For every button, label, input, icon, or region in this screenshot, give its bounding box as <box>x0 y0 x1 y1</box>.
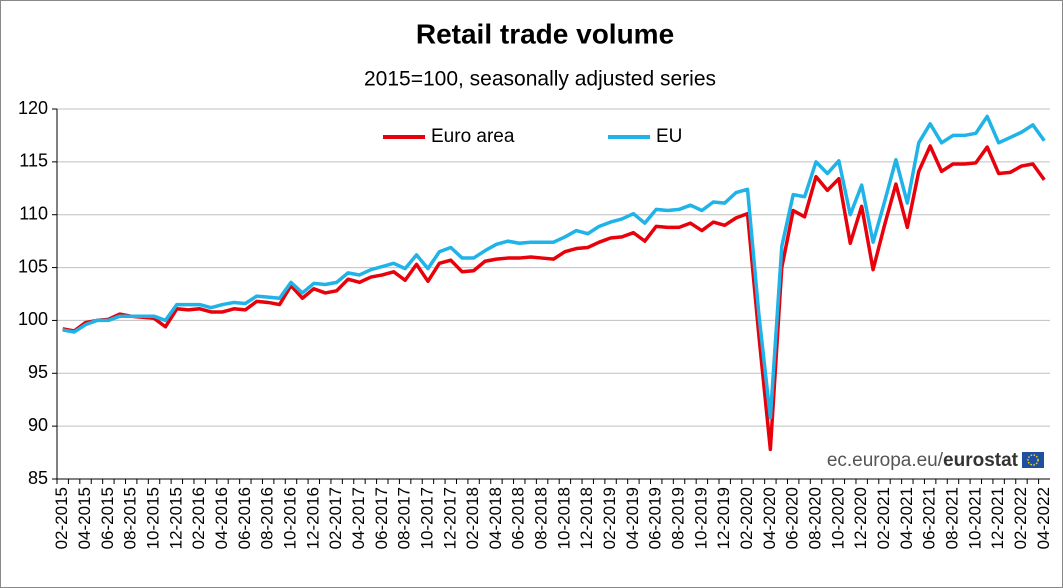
x-tick-label: 12-2019 <box>714 487 733 549</box>
x-tick-label: 12-2018 <box>577 487 596 549</box>
x-tick-label: 02-2017 <box>326 487 345 549</box>
x-tick-label: 08-2016 <box>258 487 277 549</box>
x-tick-label: 02-2015 <box>52 487 71 549</box>
x-tick-label: 02-2018 <box>463 487 482 549</box>
x-tick-label: 08-2020 <box>806 487 825 549</box>
x-tick-label: 10-2016 <box>280 487 299 549</box>
x-tick-label: 12-2015 <box>166 487 185 549</box>
legend-label: EU <box>656 126 682 147</box>
eu-stars <box>1027 454 1039 466</box>
x-tick-label: 10-2021 <box>965 487 984 549</box>
x-tick-label: 08-2019 <box>669 487 688 549</box>
x-tick-label: 04-2022 <box>1034 487 1053 549</box>
x-tick-label: 04-2015 <box>75 487 94 549</box>
series-line <box>62 144 1046 452</box>
x-tick-label: 04-2018 <box>486 487 505 549</box>
x-tick-label: 12-2020 <box>851 487 870 549</box>
x-tick-label: 06-2016 <box>235 487 254 549</box>
x-tick-label: 12-2021 <box>988 487 1007 549</box>
chart-title: Retail trade volume <box>416 18 674 49</box>
x-tick-label: 06-2018 <box>509 487 528 549</box>
x-tick-label: 08-2017 <box>395 487 414 549</box>
y-tick-label: 110 <box>19 203 48 223</box>
y-tick-label: 115 <box>19 151 48 171</box>
legend: Euro area EU <box>383 126 682 147</box>
y-tick-label: 105 <box>18 256 48 276</box>
x-tick-label: 02-2022 <box>1011 487 1030 549</box>
x-tick-label: 04-2021 <box>897 487 916 549</box>
x-tick-label: 10-2017 <box>417 487 436 549</box>
x-tick-label: 08-2021 <box>942 487 961 549</box>
y-tick-label: 90 <box>28 415 48 435</box>
x-tick-label: 02-2019 <box>600 487 619 549</box>
x-tick-label: 02-2020 <box>737 487 756 549</box>
x-tick-label: 10-2020 <box>828 487 847 549</box>
eu-flag <box>1022 452 1044 468</box>
chart-subtitle: 2015=100, seasonally adjusted series <box>364 68 716 91</box>
x-tick-label: 04-2019 <box>623 487 642 549</box>
x-tick-label: 10-2019 <box>691 487 710 549</box>
watermark-brand: eurostat <box>943 450 1019 471</box>
x-tick-label: 06-2015 <box>98 487 117 549</box>
y-tick-label: 100 <box>18 309 48 329</box>
x-tick-label: 10-2015 <box>144 487 163 549</box>
x-tick-label: 08-2018 <box>532 487 551 549</box>
x-tick-label: 06-2020 <box>783 487 802 549</box>
y-tick-label: 95 <box>28 362 48 382</box>
y-tick-label: 85 <box>28 468 48 488</box>
x-tick-label: 08-2015 <box>121 487 140 549</box>
x-tick-label: 06-2019 <box>646 487 665 549</box>
x-tick-label: 04-2017 <box>349 487 368 549</box>
series-line <box>62 114 1046 420</box>
watermark: ec.europa.eu/eurostat <box>805 448 1048 472</box>
watermark-text: ec.europa.eu/eurostat <box>827 450 1019 471</box>
x-tick-label: 06-2021 <box>920 487 939 549</box>
x-tick-label: 12-2016 <box>303 487 322 549</box>
x-tick-label: 02-2021 <box>874 487 893 549</box>
watermark-domain: ec.europa.eu/ <box>827 450 944 471</box>
x-tick-label: 12-2017 <box>440 487 459 549</box>
legend-label: Euro area <box>431 126 515 147</box>
x-tick-label: 04-2020 <box>760 487 779 549</box>
x-tick-label: 06-2017 <box>372 487 391 549</box>
watermark-bg <box>805 448 1048 472</box>
x-tick-label: 02-2016 <box>189 487 208 549</box>
y-tick-label: 120 <box>18 98 48 118</box>
x-tick-label: 10-2018 <box>554 487 573 549</box>
x-tick-label: 04-2016 <box>212 487 231 549</box>
